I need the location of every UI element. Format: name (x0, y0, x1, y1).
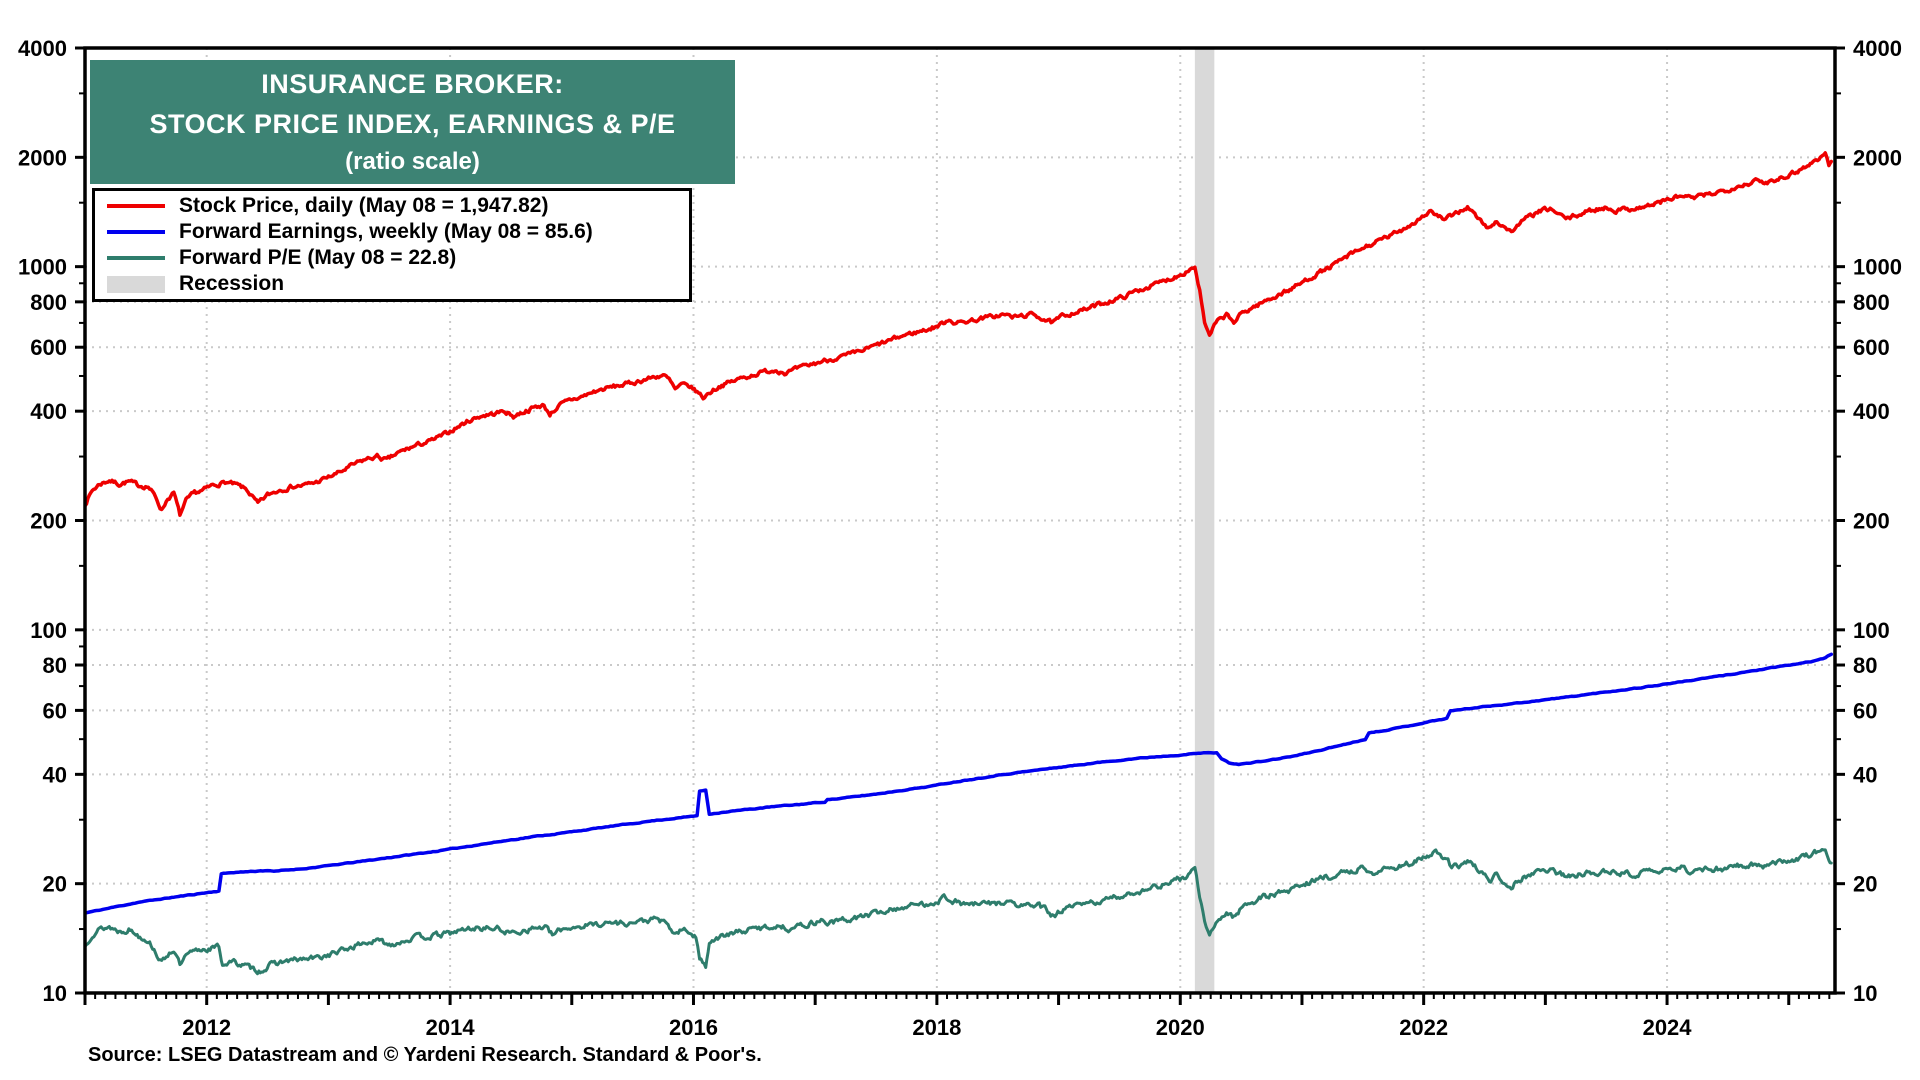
x-axis-label: 2012 (182, 1015, 231, 1040)
y-axis-label-left: 100 (30, 618, 67, 643)
legend-swatch-forward-pe (107, 256, 165, 260)
x-axis-label: 2022 (1399, 1015, 1448, 1040)
legend-label-forward-pe: Forward P/E (May 08 = 22.8) (179, 246, 457, 269)
y-axis-label-left: 80 (43, 653, 67, 678)
x-axis-label: 2018 (912, 1015, 961, 1040)
legend-label-forward-earnings: Forward Earnings, weekly (May 08 = 85.6) (179, 220, 593, 243)
x-axis-label: 2020 (1156, 1015, 1205, 1040)
y-axis-label-right: 40 (1853, 762, 1877, 787)
y-axis-label-left: 10 (43, 981, 67, 1006)
y-axis-label-right: 20 (1853, 872, 1877, 897)
stock-price-line (85, 151, 1834, 517)
forward-pe-line (85, 848, 1833, 976)
y-axis-label-right: 2000 (1853, 145, 1902, 170)
y-axis-label-right: 60 (1853, 698, 1877, 723)
legend-item-stock-price: Stock Price, daily (May 08 = 1,947.82) (107, 193, 689, 219)
y-axis-label-right: 4000 (1853, 36, 1902, 61)
y-axis-label-left: 200 (30, 509, 67, 534)
y-axis-label-right: 600 (1853, 335, 1890, 360)
legend-swatch-stock-price (107, 204, 165, 208)
y-axis-label-right: 100 (1853, 618, 1890, 643)
legend-box: Stock Price, daily (May 08 = 1,947.82) Fo… (92, 188, 692, 302)
chart-title-subtitle: (ratio scale) (345, 148, 480, 175)
x-axis-label: 2014 (426, 1015, 476, 1040)
y-axis-label-right: 1000 (1853, 255, 1902, 280)
recession-band (1194, 48, 1215, 993)
y-axis-label-left: 800 (30, 290, 67, 315)
y-axis-label-right: 400 (1853, 399, 1890, 424)
y-axis-label-right: 10 (1853, 981, 1877, 1006)
y-axis-label-left: 4000 (18, 36, 67, 61)
legend-item-forward-earnings: Forward Earnings, weekly (May 08 = 85.6) (107, 219, 689, 245)
series-group (85, 151, 1834, 976)
chart-title-line1: INSURANCE BROKER: (261, 69, 564, 99)
y-axis-label-left: 400 (30, 399, 67, 424)
legend-label-recession: Recession (179, 272, 285, 295)
y-axis-label-right: 800 (1853, 290, 1890, 315)
y-axes: 4000 4000 2000 2000 1000 1000 800 800 600 600 400 4… (18, 36, 1902, 1006)
legend-item-forward-pe: Forward P/E (May 08 = 22.8) (107, 245, 689, 271)
y-axis-label-left: 1000 (18, 255, 67, 280)
y-axis-label-left: 60 (43, 698, 67, 723)
y-axis-label-right: 200 (1853, 509, 1890, 534)
y-axis-label-left: 600 (30, 335, 67, 360)
x-axis: 2012 2014 2016 2018 2020 2022 2024 (83, 993, 1831, 1040)
chart-title-box: INSURANCE BROKER: STOCK PRICE INDEX, EAR… (90, 60, 735, 184)
y-axis-label-left: 40 (43, 762, 67, 787)
y-axis-label-left: 2000 (18, 145, 67, 170)
forward-earnings-line (85, 652, 1834, 915)
chart-title-line2: STOCK PRICE INDEX, EARNINGS & P/E (149, 109, 676, 139)
legend-item-recession: Recession (107, 271, 689, 297)
y-axis-label-left: 20 (43, 872, 67, 897)
y-axis-label-right: 80 (1853, 653, 1877, 678)
legend-swatch-recession (107, 275, 165, 293)
source-note: Source: LSEG Datastream and © Yardeni Re… (88, 1044, 762, 1066)
x-axis-label: 2024 (1643, 1015, 1693, 1040)
legend-swatch-forward-earnings (107, 230, 165, 234)
x-axis-label: 2016 (669, 1015, 718, 1040)
legend-label-stock-price: Stock Price, daily (May 08 = 1,947.82) (179, 194, 549, 217)
gridlines (85, 48, 1835, 993)
